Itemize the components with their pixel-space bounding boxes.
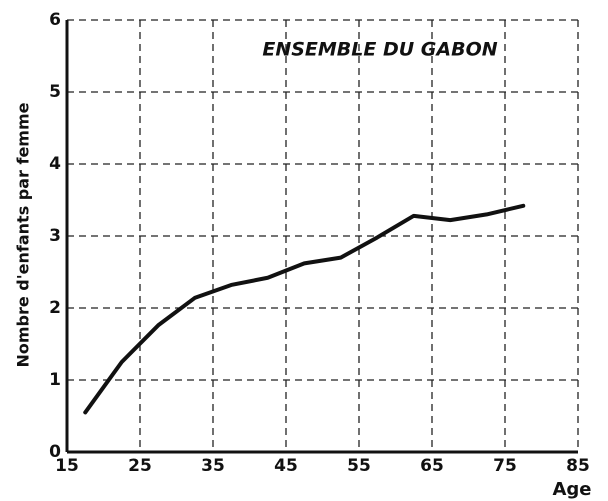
y-tick-label: 4 (49, 154, 61, 174)
data-line (83, 203, 526, 415)
x-tick-label: 15 (55, 456, 79, 476)
y-tick-label: 1 (49, 370, 61, 390)
y-tick-label: 6 (49, 10, 61, 30)
x-tick-label: 55 (347, 456, 371, 476)
x-tick-label: 35 (201, 456, 225, 476)
y-tick-label: 5 (49, 82, 61, 102)
chart-title: ENSEMBLE DU GABON (262, 39, 497, 61)
y-tick-label: 2 (49, 298, 61, 318)
x-tick-label: 75 (493, 456, 517, 476)
x-tick-label: 25 (128, 456, 152, 476)
y-tick-label: 3 (49, 226, 61, 246)
x-tick-label: 65 (420, 456, 444, 476)
x-axis-label: Age (552, 479, 591, 500)
y-tick-label: 0 (49, 442, 61, 462)
y-axis-label: Nombre d'enfants par femme (14, 102, 33, 367)
x-tick-label: 85 (566, 456, 590, 476)
x-tick-label: 45 (274, 456, 298, 476)
